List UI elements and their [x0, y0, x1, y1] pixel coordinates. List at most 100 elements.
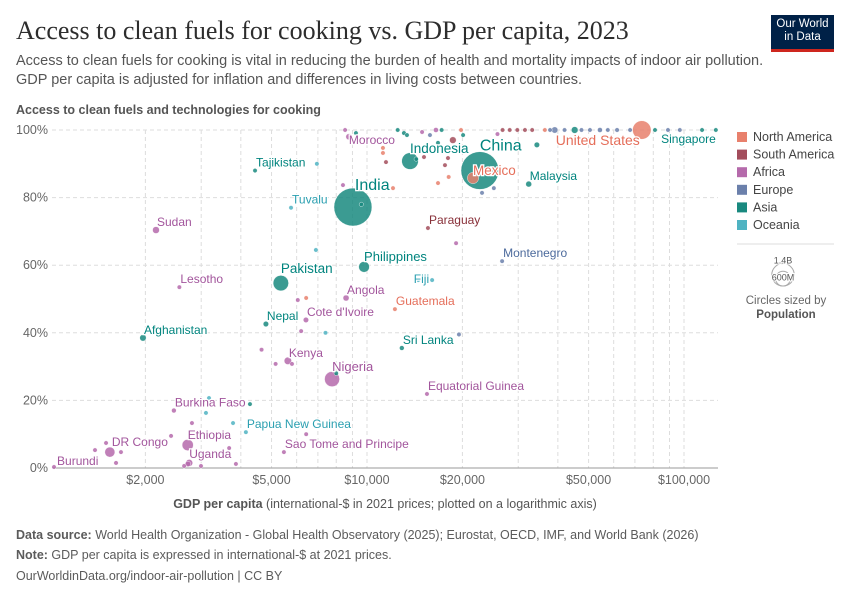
data-point-pakistan: [272, 275, 289, 292]
data-point: [247, 401, 253, 407]
data-point: [699, 127, 705, 133]
legend-swatch: [737, 220, 747, 230]
data-point-equatorial-guinea: [424, 391, 430, 397]
data-point: [168, 433, 174, 439]
data-point-malaysia: [525, 180, 532, 188]
point-label: Indonesia: [410, 141, 469, 156]
gridlines: [52, 129, 718, 468]
point-label: Papua New Guinea: [247, 417, 351, 431]
point-label: Cote d'Ivoire: [307, 305, 374, 319]
data-point: [491, 185, 497, 191]
data-point: [453, 240, 459, 246]
x-tick-label: $5,000: [252, 473, 290, 487]
point-label: Angola: [347, 283, 385, 297]
data-point: [289, 361, 295, 367]
data-point: [313, 247, 319, 253]
legend-swatch: [737, 167, 747, 178]
logo-line-1: Our World: [776, 18, 829, 30]
legend-label: Europe: [753, 183, 793, 197]
data-point-india: [333, 187, 373, 227]
data-point-morocco: [345, 133, 353, 141]
x-tick-label: $2,000: [126, 473, 164, 487]
data-point: [206, 395, 212, 401]
data-point: [456, 332, 462, 337]
point-label: Afghanistan: [144, 323, 207, 337]
point-label: Philippines: [364, 249, 427, 264]
data-point-sao-tome-and-principe: [281, 449, 287, 455]
point-label: Equatorial Guinea: [428, 379, 524, 393]
point-label: China: [480, 138, 522, 155]
legend-item-oceania[interactable]: Oceania: [737, 218, 800, 232]
point-label: Morocco: [349, 133, 395, 147]
point-label: Malaysia: [530, 169, 578, 183]
data-points: [51, 120, 719, 470]
data-point: [514, 127, 520, 133]
data-point-sri-lanka: [399, 345, 405, 351]
data-point: [92, 447, 98, 453]
data-point-dr-congo: [104, 446, 116, 458]
data-point: [449, 136, 457, 144]
data-point: [587, 127, 593, 133]
data-point-tuvalu: [288, 205, 294, 211]
point-label: Fiji: [414, 272, 429, 286]
legend-label: South America: [753, 148, 834, 162]
data-source-label: Data source:: [16, 528, 92, 542]
legend-item-south-america[interactable]: South America: [737, 148, 834, 162]
data-point: [665, 127, 671, 133]
data-point-papua-new-guinea: [243, 429, 249, 435]
data-point-paraguay: [425, 225, 431, 231]
data-point-tajikistan: [252, 168, 258, 173]
y-axis-title: Access to clean fuels and technologies f…: [16, 103, 321, 117]
data-point-sudan: [152, 226, 160, 234]
owid-logo[interactable]: Our World in Data: [771, 15, 834, 52]
legend-item-africa[interactable]: Africa: [737, 165, 785, 179]
data-point: [547, 127, 553, 133]
point-label: Paraguay: [429, 213, 480, 227]
data-point: [433, 127, 439, 133]
data-point: [303, 295, 309, 301]
data-point: [181, 463, 187, 469]
data-point: [390, 185, 396, 191]
data-source-text: World Health Organization - Global Healt…: [91, 528, 699, 542]
size-legend-large-label: 1.4B: [774, 256, 793, 266]
point-label: Burundi: [57, 454, 98, 468]
point-label: Tuvalu: [292, 193, 328, 207]
size-legend-small-circle: [775, 270, 791, 287]
data-point: [413, 156, 419, 162]
legend-item-asia[interactable]: Asia: [737, 200, 777, 214]
data-point-indonesia: [401, 152, 419, 170]
point-label: Mexico: [473, 163, 516, 178]
footer-url[interactable]: OurWorldinData.org/indoor-air-pollution …: [16, 569, 283, 583]
y-tick-label: 60%: [23, 258, 48, 272]
data-point-burundi: [51, 464, 57, 470]
legend-item-europe[interactable]: Europe: [737, 183, 793, 197]
x-tick-label: $10,000: [344, 473, 389, 487]
data-point-lesotho: [176, 284, 182, 290]
data-point: [233, 461, 239, 467]
data-point: [445, 155, 451, 161]
data-point: [198, 463, 204, 469]
page-subtitle: Access to clean fuels for cooking is vit…: [16, 53, 764, 88]
data-point: [415, 277, 421, 283]
point-label: Sudan: [157, 215, 192, 229]
data-point: [298, 328, 304, 334]
data-point: [597, 127, 603, 133]
point-label: Kenya: [289, 346, 323, 360]
data-point-nepal: [262, 321, 269, 327]
data-point: [605, 127, 611, 133]
data-point: [495, 131, 500, 137]
point-label: Guatemala: [396, 294, 455, 308]
data-point-kenya: [283, 356, 292, 365]
point-label: Burkina Faso: [175, 396, 246, 410]
point-label: Sri Lanka: [403, 333, 454, 347]
note-text: GDP per capita is expressed in internati…: [47, 548, 392, 562]
point-label: India: [355, 177, 390, 194]
data-point: [458, 127, 464, 133]
legend-swatch: [737, 149, 747, 160]
data-point: [562, 127, 567, 133]
page-title: Access to clean fuels for cooking vs. GD…: [16, 16, 629, 45]
legend-item-north-america[interactable]: North America: [737, 130, 832, 144]
data-point: [230, 420, 236, 426]
data-point: [627, 127, 633, 133]
data-point: [333, 370, 339, 376]
